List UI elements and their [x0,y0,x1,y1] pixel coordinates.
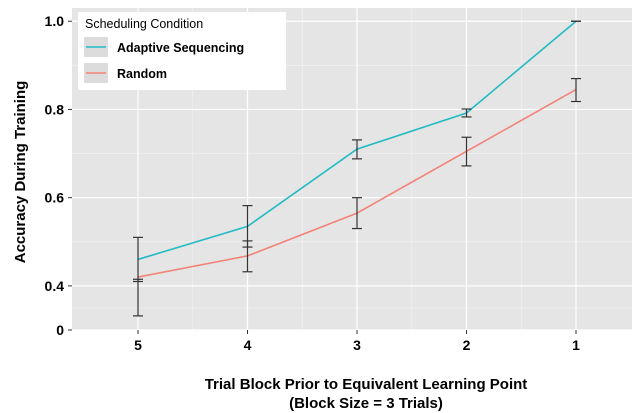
error-bar-adaptive-sequencing [352,139,362,160]
x-tick-label: 3 [353,337,361,353]
y-tick-label: 0.8 [45,101,65,117]
legend-title: Scheduling Condition [85,17,203,31]
x-axis-ticks: 5 4 3 2 1 [134,330,580,353]
x-tick-label: 4 [244,337,252,353]
legend-label-adaptive: Adaptive Sequencing [117,41,244,55]
series-layer [133,20,581,317]
y-tick-label: 0.6 [45,190,65,206]
error-bar-random [242,240,253,273]
x-tick-label: 2 [463,337,471,353]
x-tick-label: 1 [572,337,580,353]
y-axis-title: Accuracy During Training [12,81,29,264]
x-axis-title-line1: Trial Block Prior to Equivalent Learning… [205,376,528,393]
x-axis-title-line2: (Block Size = 3 Trials) [289,395,443,412]
legend-box [78,12,286,90]
y-tick-label: 0 [56,322,64,338]
legend-label-random: Random [117,67,167,81]
y-axis-ticks: 0 0.4 0.6 0.8 1.0 [45,13,72,338]
y-tick-label: 0.4 [45,278,65,294]
error-bar-random [352,197,362,230]
error-bar-random [461,136,472,167]
x-tick-label: 5 [134,337,142,353]
error-bar-random [133,278,143,317]
error-bar-adaptive-sequencing [461,108,472,118]
y-tick-label: 1.0 [45,13,65,29]
legend: Scheduling Condition Adaptive Sequencing… [78,12,286,90]
error-bar-random [571,77,581,103]
